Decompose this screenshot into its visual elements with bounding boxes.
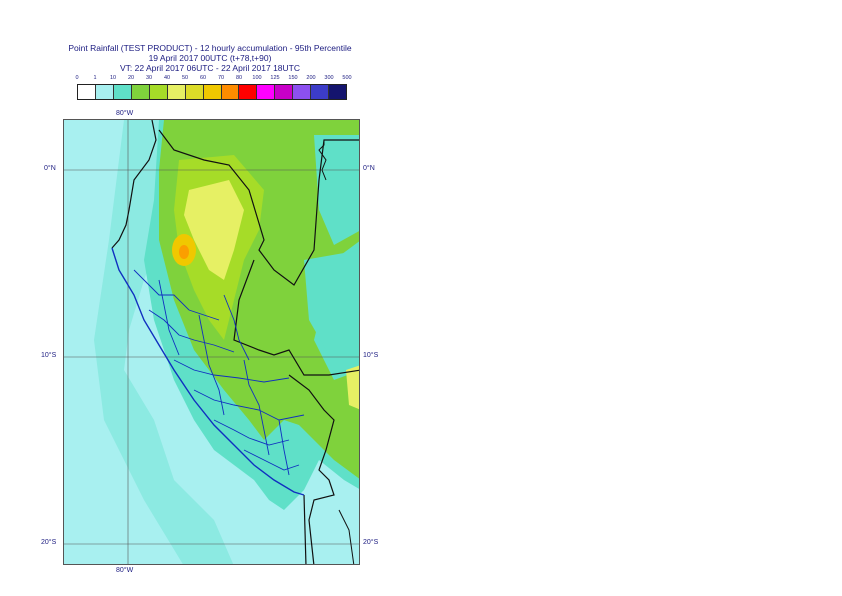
legend-tick: 40 (163, 75, 171, 81)
coastline-north (111, 120, 157, 249)
region-border (158, 279, 180, 356)
latitude-label-20-right: 20°S (363, 539, 379, 546)
legend-swatch (311, 85, 330, 99)
latitude-label-20-left: 20°S (41, 539, 57, 546)
yellow-rain-core (184, 180, 244, 280)
longitude-label-top: 80°W (116, 110, 134, 117)
legend-swatch (329, 85, 347, 99)
forecast-base-time: 19 April 2017 00UTC (t+78,t+90) (148, 53, 272, 63)
legend-tick: 20 (127, 75, 135, 81)
legend-swatch (257, 85, 276, 99)
region-border (243, 359, 270, 456)
legend-tick: 500 (342, 75, 352, 81)
east-teal-area-2 (304, 250, 359, 360)
colombia-brazil-border (318, 140, 327, 181)
color-scale-legend (77, 84, 347, 100)
region-border (278, 419, 290, 476)
legend-tick: 300 (324, 75, 334, 81)
legend-swatch (95, 85, 114, 99)
latitude-label-10-right: 10°S (363, 352, 379, 359)
region-border (148, 309, 235, 353)
legend-tick: 60 (199, 75, 207, 81)
chile-coast (303, 494, 307, 564)
map-canvas (64, 120, 359, 564)
legend-swatch (221, 85, 240, 99)
legend-tick: 125 (270, 75, 280, 81)
legend-tick: 1 (93, 75, 97, 81)
rainfall-map (63, 119, 360, 565)
legend-tick: 30 (145, 75, 153, 81)
bolivia-border (338, 509, 355, 564)
legend-tick: 70 (217, 75, 225, 81)
legend-swatch (78, 85, 96, 99)
latitude-label-10-left: 10°S (41, 352, 57, 359)
legend-swatch (185, 85, 204, 99)
legend-swatch (203, 85, 222, 99)
region-border (133, 269, 220, 321)
legend-tick-labels: 0 1 10 20 30 40 50 60 70 80 100 125 150 … (75, 75, 351, 84)
legend-swatch (167, 85, 186, 99)
legend-swatch (131, 85, 150, 99)
legend-tick: 50 (181, 75, 189, 81)
peru-northern-border (158, 129, 359, 286)
validity-time: VT: 22 April 2017 06UTC - 22 April 2017 … (119, 63, 300, 73)
region-border (243, 449, 300, 471)
legend-swatch (113, 85, 132, 99)
legend-tick: 200 (306, 75, 316, 81)
peru-coastline (111, 247, 305, 496)
region-border (213, 419, 290, 446)
legend-swatch (149, 85, 168, 99)
latitude-label-0-left: 0°N (44, 165, 56, 172)
peru-bolivia-border (288, 374, 335, 564)
region-border (223, 294, 250, 361)
longitude-label-bottom: 80°W (116, 567, 134, 574)
southeast-yellow-patch (346, 365, 359, 410)
region-border (173, 359, 290, 383)
legend-tick: 10 (109, 75, 117, 81)
legend-tick: 100 (252, 75, 262, 81)
legend-swatch (275, 85, 294, 99)
latitude-label-0-right: 0°N (363, 165, 375, 172)
legend-swatch (293, 85, 312, 99)
offshore-band (94, 120, 234, 564)
legend-swatch (239, 85, 258, 99)
map-title: Point Rainfall (TEST PRODUCT) - 12 hourl… (68, 43, 352, 53)
region-border (193, 389, 305, 421)
orange-rain-peak (179, 245, 189, 259)
region-border (198, 314, 225, 416)
peru-eastern-border (233, 259, 359, 376)
legend-tick: 0 (75, 75, 79, 81)
legend-tick: 150 (288, 75, 298, 81)
legend-tick: 80 (235, 75, 243, 81)
